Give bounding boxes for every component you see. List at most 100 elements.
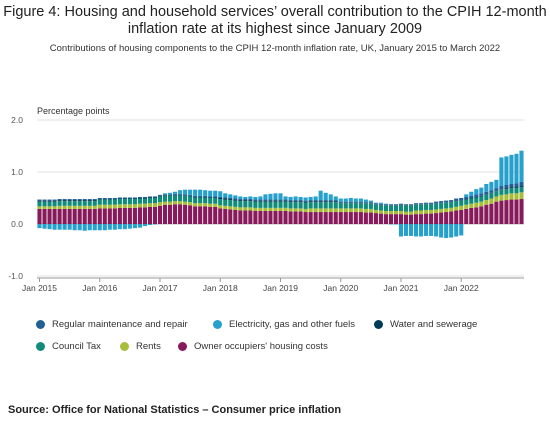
bar-segment bbox=[107, 208, 112, 224]
bar-segment bbox=[328, 200, 333, 202]
bar-segment bbox=[107, 199, 112, 200]
bar-segment bbox=[429, 224, 434, 236]
bar-segment bbox=[62, 200, 67, 202]
bar-segment bbox=[162, 194, 168, 196]
bar-segment bbox=[173, 195, 178, 202]
bar-segment bbox=[509, 154, 514, 184]
bar-segment bbox=[353, 208, 358, 213]
bar-segment bbox=[97, 204, 102, 209]
bar-segment bbox=[393, 204, 399, 206]
bar-segment bbox=[514, 183, 519, 188]
bar-segment bbox=[464, 194, 469, 197]
bar-segment bbox=[188, 202, 193, 206]
bar-segment bbox=[87, 200, 92, 202]
bar-segment bbox=[489, 203, 494, 224]
bar-segment bbox=[419, 203, 424, 205]
bar-segment bbox=[137, 224, 142, 228]
bar-segment bbox=[82, 199, 87, 201]
bar-segment bbox=[283, 199, 288, 201]
bar-segment bbox=[363, 208, 368, 213]
bar-segment bbox=[414, 210, 419, 215]
bar-segment bbox=[348, 198, 353, 202]
bar-segment bbox=[464, 196, 469, 200]
bar-segment bbox=[408, 205, 414, 212]
bar-segment bbox=[47, 224, 52, 230]
bar-segment bbox=[484, 204, 489, 224]
bar-segment bbox=[424, 224, 429, 236]
bar-segment bbox=[42, 201, 47, 207]
bar-segment bbox=[218, 191, 223, 197]
bar-segment bbox=[127, 204, 132, 208]
bar-segment bbox=[67, 224, 72, 230]
bar-segment bbox=[393, 211, 399, 215]
bar-segment bbox=[72, 224, 77, 231]
bar-segment bbox=[383, 205, 388, 211]
bar-segment bbox=[288, 202, 293, 209]
legend-swatch bbox=[36, 342, 45, 351]
bar-segment bbox=[303, 202, 308, 209]
bar-segment bbox=[243, 200, 248, 202]
bar-segment bbox=[243, 196, 248, 200]
bar-segment bbox=[238, 207, 243, 211]
bar-segment bbox=[223, 208, 228, 224]
bar-segment bbox=[378, 204, 383, 206]
bar-segment bbox=[167, 204, 173, 224]
bar-segment bbox=[127, 198, 132, 200]
legend-item: Council Tax bbox=[36, 341, 101, 352]
bar-segment bbox=[62, 224, 67, 230]
bar-segment bbox=[258, 196, 263, 200]
bar-segment bbox=[248, 200, 253, 202]
bar-segment bbox=[258, 201, 263, 208]
bar-segment bbox=[283, 201, 288, 208]
x-tick-label: Jan 2017 bbox=[143, 283, 178, 293]
bar-segment bbox=[102, 198, 107, 200]
bar-segment bbox=[403, 204, 409, 206]
bar-segment bbox=[464, 208, 469, 224]
bar-segment bbox=[208, 196, 213, 198]
bar-segment bbox=[183, 189, 188, 195]
bar-segment bbox=[338, 203, 343, 209]
chart-subtitle: Contributions of housing components to t… bbox=[49, 43, 501, 54]
bar-segment bbox=[233, 206, 238, 210]
bar-segment bbox=[459, 200, 464, 206]
bar-segment bbox=[273, 201, 278, 208]
x-tick-label: Jan 2019 bbox=[263, 283, 298, 293]
bar-segment bbox=[444, 202, 449, 209]
bar-segment bbox=[82, 201, 87, 206]
x-tick-label: Jan 2020 bbox=[323, 283, 358, 293]
bar-segment bbox=[117, 204, 122, 208]
bar-segment bbox=[363, 212, 368, 224]
bar-segment bbox=[398, 203, 404, 205]
bar-segment bbox=[218, 198, 223, 200]
bar-segment bbox=[87, 199, 92, 201]
bar-segment bbox=[323, 202, 328, 209]
bar-segment bbox=[238, 196, 243, 200]
bar-segment bbox=[474, 207, 479, 224]
bar-segment bbox=[293, 200, 298, 202]
bar-segment bbox=[363, 203, 368, 204]
bar-segment bbox=[268, 211, 273, 224]
bar-segment bbox=[363, 203, 368, 209]
bar-segment bbox=[419, 204, 424, 205]
bar-segment bbox=[228, 206, 233, 210]
bar-segment bbox=[348, 212, 353, 224]
bar-segment bbox=[373, 213, 378, 224]
bar-segment bbox=[519, 199, 524, 224]
bar-segment bbox=[117, 197, 122, 199]
legend-item: Electricity, gas and other fuels bbox=[213, 319, 355, 330]
bar-segment bbox=[152, 196, 158, 198]
bar-segment bbox=[97, 199, 102, 205]
bar-segment bbox=[479, 187, 484, 194]
bar-segment bbox=[258, 199, 263, 201]
bar-segment bbox=[474, 197, 479, 203]
bar-segment bbox=[92, 208, 97, 224]
bar-segment bbox=[469, 191, 474, 196]
bar-segment bbox=[514, 153, 519, 184]
bar-segment bbox=[233, 200, 238, 207]
bar-segment bbox=[253, 201, 258, 208]
chart-title: Figure 4: Housing and household services… bbox=[3, 4, 547, 37]
bar-segment bbox=[484, 194, 489, 201]
bar-segment bbox=[504, 194, 509, 201]
bar-segment bbox=[388, 204, 394, 206]
bar-segment bbox=[323, 192, 328, 201]
